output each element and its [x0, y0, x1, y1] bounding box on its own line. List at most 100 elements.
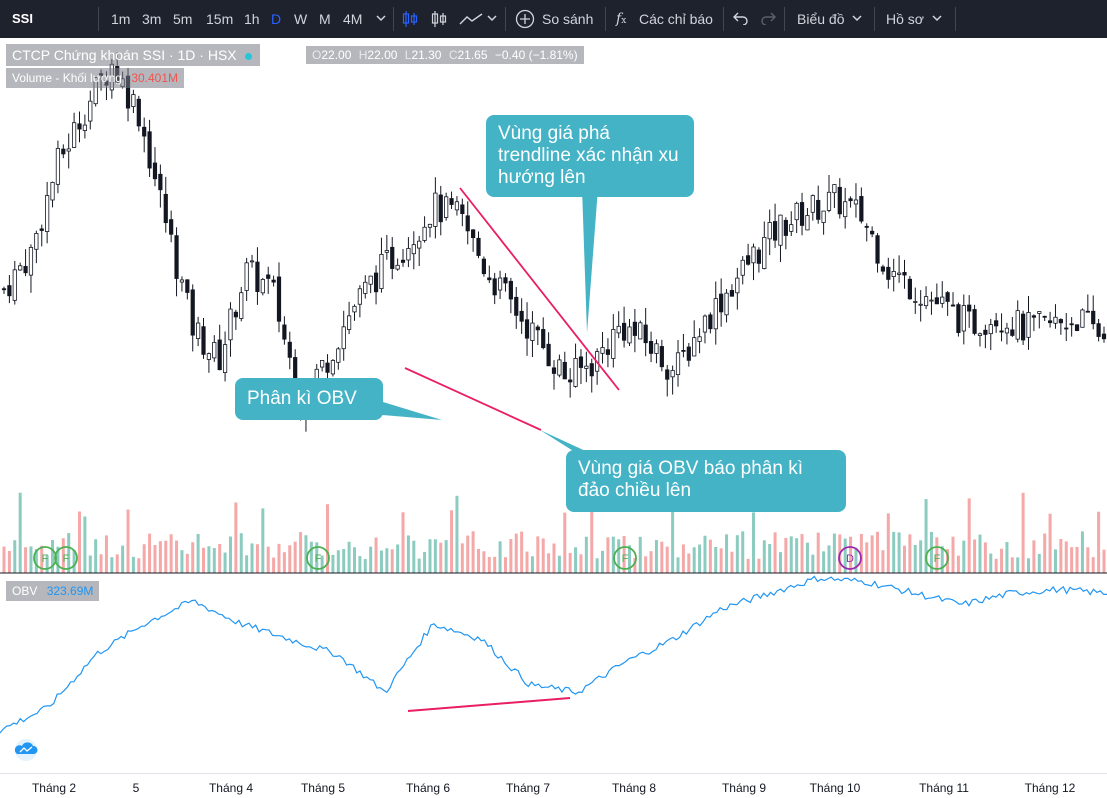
candle-body: [411, 244, 416, 255]
volume-bar: [180, 550, 184, 573]
interval-1m[interactable]: 1m: [111, 11, 131, 27]
candle-body: [1058, 319, 1063, 324]
price-trendline: [459, 187, 620, 391]
interval-4m[interactable]: 4M: [343, 11, 363, 27]
volume-bar: [730, 551, 734, 573]
time-tick: Tháng 12: [1024, 781, 1076, 795]
candle-body: [438, 194, 443, 223]
interval-5m[interactable]: 5m: [173, 11, 193, 27]
candle-body: [605, 349, 611, 355]
volume-bar: [282, 552, 286, 573]
volume-bar: [503, 557, 507, 573]
bars-icon[interactable]: [430, 9, 448, 29]
candle-body: [330, 360, 336, 375]
volume-bar: [88, 555, 92, 573]
interval-m[interactable]: M: [319, 11, 331, 27]
volume-bar: [719, 548, 723, 573]
candle-body: [956, 304, 961, 334]
volume-bar: [897, 532, 901, 573]
candle-body: [1026, 312, 1031, 338]
candle-body: [379, 253, 384, 289]
candle-body: [584, 365, 589, 369]
volume-bar: [892, 531, 896, 573]
chart-menu-button[interactable]: Biểu đồ: [797, 11, 845, 27]
interval-d[interactable]: D: [271, 11, 282, 27]
redo-icon[interactable]: [760, 11, 776, 25]
volume-bar: [191, 542, 195, 573]
candle-body: [907, 278, 912, 300]
candle-body: [1, 288, 7, 291]
candle-body: [643, 324, 648, 344]
indicators-fx-icon[interactable]: fx: [616, 11, 627, 27]
volume-bar: [940, 546, 944, 573]
indicators-button[interactable]: Các chỉ báo: [639, 11, 713, 27]
volume-bar: [832, 533, 836, 573]
volume-bar: [385, 548, 389, 573]
chevron-down-icon[interactable]: [932, 15, 942, 23]
change-value: −0.40 (−1.81%): [494, 48, 578, 62]
volume-bar: [757, 558, 761, 573]
chevron-down-icon[interactable]: [376, 15, 386, 23]
interval-15m[interactable]: 15m: [206, 11, 234, 27]
toolbar-divider: [784, 7, 785, 31]
volume-bar: [61, 538, 65, 573]
time-tick: Tháng 7: [505, 781, 551, 795]
volume-bar: [789, 536, 793, 573]
candle-body: [891, 271, 896, 277]
candle-body: [713, 298, 718, 330]
tradingview-cloud-icon[interactable]: [8, 738, 44, 762]
volume-bar: [676, 557, 680, 573]
volume-bar: [261, 508, 265, 573]
volume-bar: [843, 538, 847, 573]
candle-body: [810, 195, 815, 213]
compare-button[interactable]: So sánh: [542, 11, 594, 27]
candles-icon[interactable]: [401, 9, 419, 29]
candle-body: [740, 259, 745, 276]
event-marker-label: F: [42, 553, 49, 565]
volume-bar: [121, 545, 125, 573]
candle-body: [212, 342, 217, 359]
volume-bar: [978, 534, 982, 573]
candle-body: [336, 348, 341, 363]
volume-bar: [1102, 549, 1106, 573]
volume-bar: [649, 551, 653, 573]
candle-body: [719, 293, 724, 313]
candle-body: [271, 279, 276, 283]
volume-bar: [374, 537, 378, 573]
volume-bar: [482, 551, 486, 573]
chevron-down-icon[interactable]: [852, 15, 862, 23]
volume-bar: [34, 549, 38, 573]
volume-bar: [450, 510, 454, 573]
line-chart-icon[interactable]: [459, 12, 483, 26]
volume-bar: [175, 540, 179, 573]
candle-body: [756, 249, 762, 264]
interval-1h[interactable]: 1h: [244, 11, 260, 27]
top-toolbar: SSI 1m 3m 5m 15m 1h D W M 4M So sánh fx …: [0, 0, 1107, 38]
interval-3m[interactable]: 3m: [142, 11, 162, 27]
chevron-down-icon[interactable]: [487, 15, 497, 23]
undo-icon[interactable]: [733, 11, 749, 25]
candle-body: [778, 214, 783, 246]
volume-bar: [1086, 547, 1090, 573]
volume-bar: [304, 535, 308, 573]
interval-w[interactable]: W: [294, 11, 308, 27]
volume-bar: [1097, 511, 1101, 573]
candle-body: [853, 199, 859, 205]
candle-body: [373, 272, 379, 293]
compare-plus-icon[interactable]: [515, 9, 535, 29]
time-tick: Tháng 2: [31, 781, 77, 795]
candle-body: [427, 223, 433, 228]
volume-bar: [471, 531, 475, 573]
symbol-button[interactable]: SSI: [12, 11, 33, 26]
candle-body: [433, 192, 438, 227]
candle-body: [190, 289, 195, 336]
candle-body: [346, 315, 352, 330]
candle-body: [55, 148, 61, 185]
volume-bar: [627, 545, 631, 573]
volume-bar: [913, 545, 917, 573]
profile-menu-button[interactable]: Hồ sơ: [886, 11, 924, 27]
volume-bar: [266, 546, 270, 573]
chart-area[interactable]: F F F F D F CTCP Chứng khoán SSI · 1D · HSX O…: [0, 38, 1107, 773]
